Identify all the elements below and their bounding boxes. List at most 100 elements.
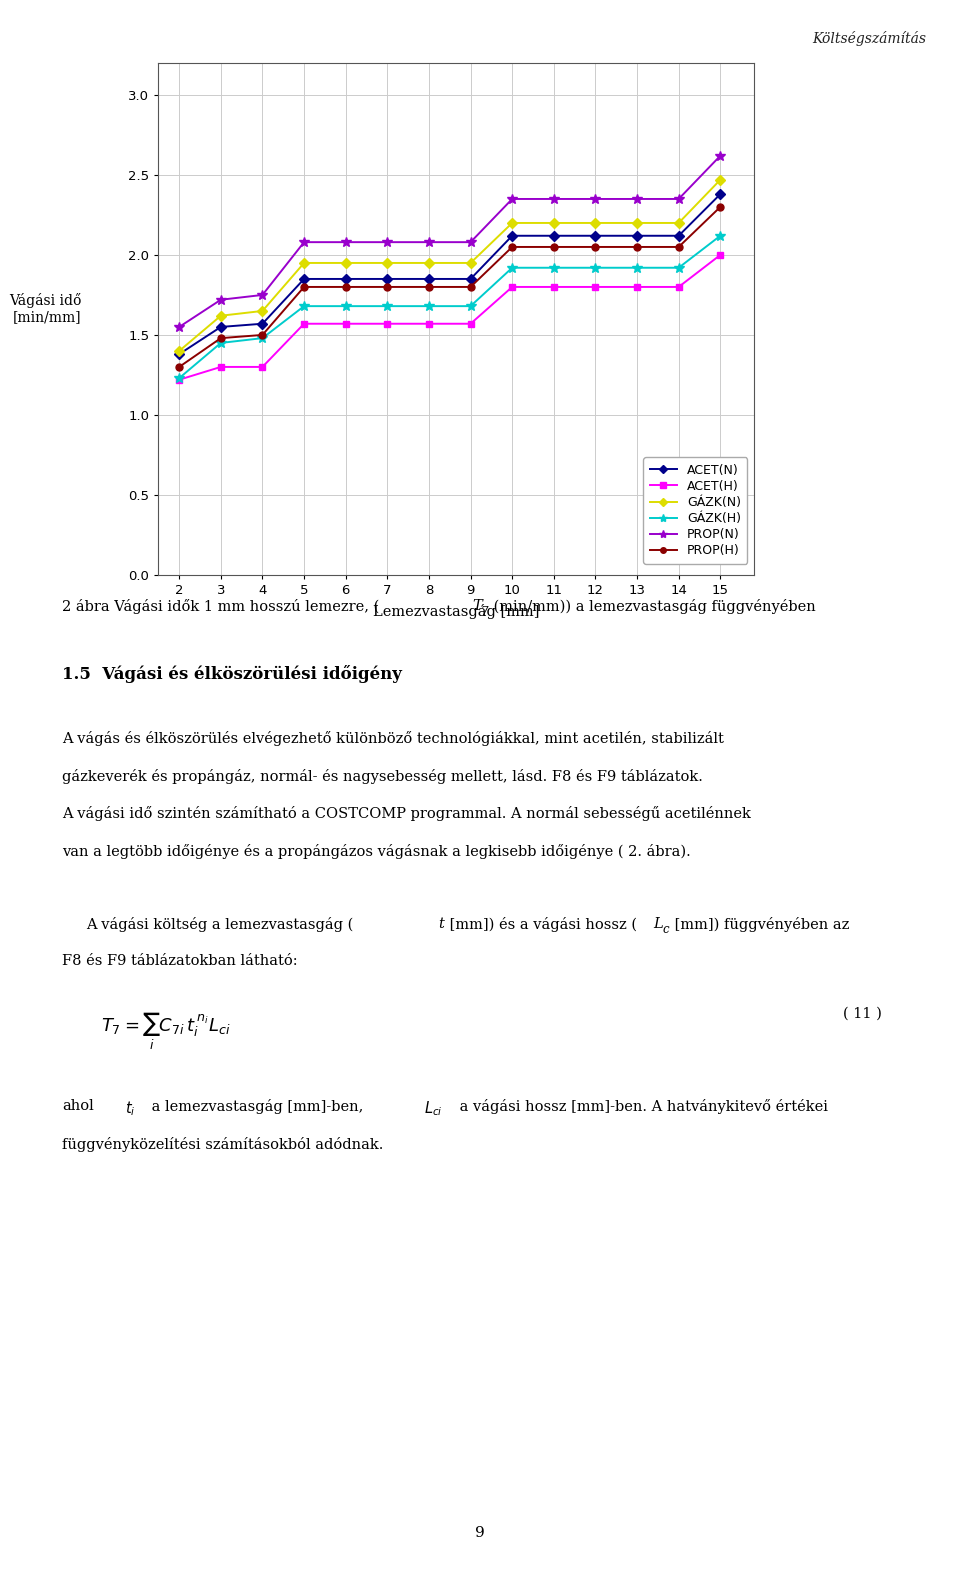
Text: (min/mm)) a lemezvastasgág függvényében: (min/mm)) a lemezvastasgág függvényében — [489, 598, 815, 614]
GÁZK(H) — [465, 296, 476, 315]
ACET(H) — [673, 277, 684, 296]
Text: gázkeverék és propángáz, normál- és nagysebesség mellett, lásd. F8 és F9 tábláza: gázkeverék és propángáz, normál- és nagy… — [62, 769, 704, 784]
GÁZK(H) — [256, 329, 268, 348]
GÁZK(N) — [174, 342, 185, 361]
ACET(N) — [381, 269, 393, 288]
ACET(H) — [589, 277, 601, 296]
Text: A vágási költség a lemezvastasgág (: A vágási költség a lemezvastasgág ( — [86, 917, 353, 932]
ACET(N) — [299, 269, 310, 288]
Text: 7: 7 — [481, 606, 489, 619]
ACET(H) — [507, 277, 518, 296]
ACET(N) — [589, 227, 601, 246]
PROP(N) — [423, 233, 435, 252]
GÁZK(H) — [548, 258, 560, 277]
ACET(H) — [215, 358, 227, 376]
GÁZK(N) — [589, 214, 601, 233]
ACET(N) — [673, 227, 684, 246]
ACET(H) — [299, 315, 310, 334]
Text: függvényközelítési számításokból adódnak.: függvényközelítési számításokból adódnak… — [62, 1137, 384, 1153]
ACET(N) — [423, 269, 435, 288]
GÁZK(N) — [714, 170, 726, 189]
ACET(N) — [256, 315, 268, 334]
PROP(H) — [465, 277, 476, 296]
PROP(H) — [423, 277, 435, 296]
PROP(H) — [714, 197, 726, 216]
Line: PROP(H): PROP(H) — [176, 203, 724, 370]
PROP(N) — [548, 189, 560, 208]
GÁZK(N) — [507, 214, 518, 233]
GÁZK(H) — [174, 369, 185, 387]
ACET(N) — [548, 227, 560, 246]
GÁZK(H) — [632, 258, 643, 277]
GÁZK(H) — [299, 296, 310, 315]
GÁZK(N) — [548, 214, 560, 233]
PROP(H) — [632, 238, 643, 257]
PROP(H) — [215, 329, 227, 348]
ACET(N) — [174, 345, 185, 364]
ACET(H) — [548, 277, 560, 296]
Text: a lemezvastasgág [mm]-ben,: a lemezvastasgág [mm]-ben, — [147, 1099, 363, 1115]
PROP(H) — [381, 277, 393, 296]
Text: a vágási hossz [mm]-ben. A hatványkitevő értékei: a vágási hossz [mm]-ben. A hatványkitevő… — [455, 1099, 828, 1115]
GÁZK(N) — [299, 254, 310, 272]
PROP(N) — [215, 290, 227, 309]
PROP(H) — [548, 238, 560, 257]
ACET(N) — [340, 269, 351, 288]
GÁZK(N) — [381, 254, 393, 272]
Text: Költségszámítás: Költségszámítás — [812, 32, 926, 47]
GÁZK(N) — [215, 306, 227, 324]
PROP(N) — [632, 189, 643, 208]
Line: ACET(N): ACET(N) — [176, 191, 724, 358]
PROP(N) — [381, 233, 393, 252]
GÁZK(N) — [673, 214, 684, 233]
PROP(N) — [174, 318, 185, 337]
GÁZK(H) — [589, 258, 601, 277]
Text: L: L — [653, 917, 662, 931]
PROP(N) — [507, 189, 518, 208]
Text: A vágás és élköszörülés elvégezhető különböző technológiákkal, mint acetilén, st: A vágás és élköszörülés elvégezhető külö… — [62, 731, 724, 747]
Text: $T_7 = \sum_i C_{7i}\, t_i^{\,n_i} L_{ci}$: $T_7 = \sum_i C_{7i}\, t_i^{\,n_i} L_{ci… — [101, 1011, 230, 1052]
Text: [mm]) és a vágási hossz (: [mm]) és a vágási hossz ( — [445, 917, 637, 932]
GÁZK(H) — [340, 296, 351, 315]
Text: [mm]) függvényében az: [mm]) függvényében az — [670, 917, 850, 932]
PROP(N) — [589, 189, 601, 208]
Text: 9: 9 — [475, 1526, 485, 1540]
PROP(H) — [256, 326, 268, 345]
PROP(N) — [673, 189, 684, 208]
Text: T: T — [472, 598, 482, 613]
ACET(N) — [632, 227, 643, 246]
GÁZK(H) — [215, 334, 227, 353]
PROP(H) — [340, 277, 351, 296]
ACET(H) — [256, 358, 268, 376]
Text: A vágási idő szintén számítható a COSTCOMP programmal. A normál sebességű acetil: A vágási idő szintén számítható a COSTCO… — [62, 806, 752, 822]
PROP(H) — [673, 238, 684, 257]
Line: GÁZK(H): GÁZK(H) — [175, 232, 725, 383]
ACET(H) — [340, 315, 351, 334]
ACET(N) — [465, 269, 476, 288]
PROP(H) — [589, 238, 601, 257]
PROP(H) — [174, 358, 185, 376]
GÁZK(H) — [714, 227, 726, 246]
GÁZK(N) — [465, 254, 476, 272]
GÁZK(N) — [340, 254, 351, 272]
Text: $L_{ci}$: $L_{ci}$ — [424, 1099, 443, 1118]
Text: ahol: ahol — [62, 1099, 94, 1114]
ACET(N) — [714, 184, 726, 203]
ACET(H) — [423, 315, 435, 334]
Text: 2 ábra Vágási idők 1 mm hosszú lemezre, (: 2 ábra Vágási idők 1 mm hosszú lemezre, … — [62, 598, 379, 614]
Line: PROP(N): PROP(N) — [175, 151, 725, 332]
Y-axis label: Vágási idő
[min/mm]: Vágási idő [min/mm] — [9, 293, 81, 324]
PROP(H) — [507, 238, 518, 257]
PROP(N) — [256, 285, 268, 304]
Text: $t_i$: $t_i$ — [125, 1099, 135, 1118]
ACET(H) — [174, 370, 185, 389]
Legend: ACET(N), ACET(H), GÁZK(N), GÁZK(H), PROP(N), PROP(H): ACET(N), ACET(H), GÁZK(N), GÁZK(H), PROP… — [643, 457, 747, 564]
GÁZK(H) — [507, 258, 518, 277]
PROP(N) — [465, 233, 476, 252]
PROP(H) — [299, 277, 310, 296]
ACET(H) — [381, 315, 393, 334]
Line: GÁZK(N): GÁZK(N) — [176, 176, 724, 354]
GÁZK(N) — [632, 214, 643, 233]
Text: F8 és F9 táblázatokban látható:: F8 és F9 táblázatokban látható: — [62, 954, 298, 969]
PROP(N) — [299, 233, 310, 252]
